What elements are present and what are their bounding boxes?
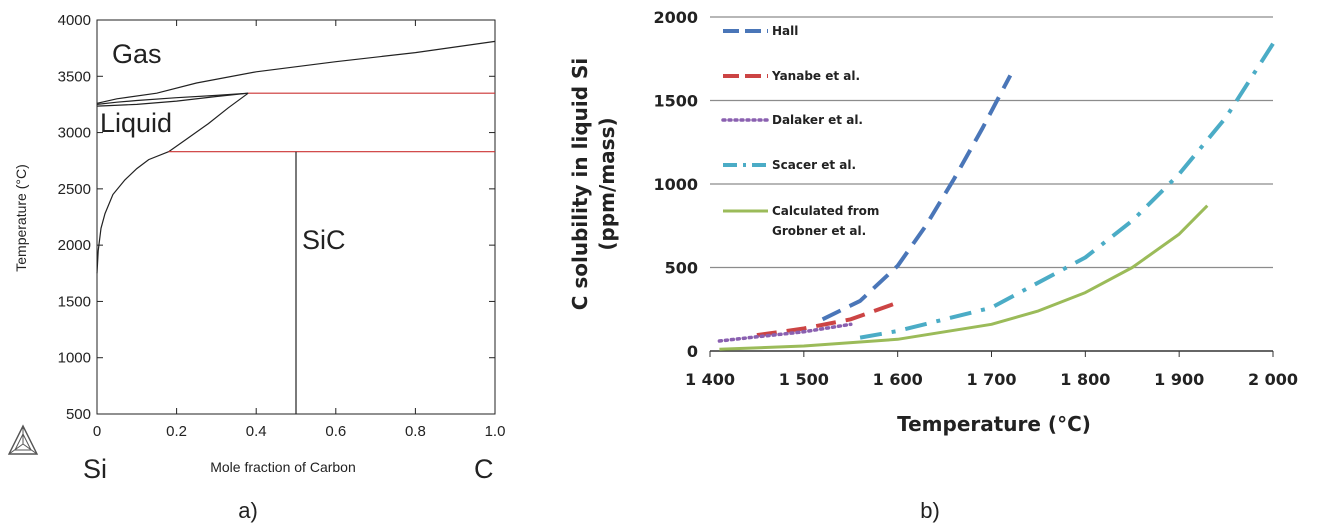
y-axis-label-b-line2: (ppm/mass): [595, 117, 619, 250]
x-tick-label-a: 0.2: [166, 423, 187, 440]
legend-label: Hall: [772, 24, 798, 38]
y-tick-label-a: 2500: [58, 181, 91, 198]
phase-line-gas-liquidus: [96, 40, 496, 104]
y-tick-label-a: 1000: [58, 350, 91, 367]
y-tick-label-a: 2000: [58, 237, 91, 254]
region-label-sic: SiC: [302, 225, 346, 255]
x-tick-label-a: 0.6: [325, 423, 346, 440]
series-line-0: [821, 74, 1013, 322]
series-line-3: [859, 42, 1275, 340]
legend-label: Yanabe et al.: [771, 69, 860, 83]
y-tick-label-a: 1500: [58, 293, 91, 310]
end-label-c: C: [474, 454, 494, 484]
y-tick-label-b: 2000: [653, 8, 698, 27]
series-line-2: [717, 322, 853, 343]
phase-diagram-ticks: 500 1000 1500 2000 2500 3000 3500 4000 0 0.2 0.4 0.…: [58, 12, 506, 440]
legend-label: Grobner et al.: [772, 224, 866, 238]
x-tick-label-a: 0: [93, 423, 101, 440]
phase-line-silicon-liquidus: [96, 151, 169, 274]
phase-line-liquid-lower-boundary: [96, 92, 249, 107]
solubility-gridlines: [710, 16, 1273, 352]
software-logo-icon: [7, 424, 39, 455]
y-tick-label-a: 500: [66, 406, 91, 423]
x-axis-label-b: Temperature (°C): [897, 412, 1091, 436]
x-tick-label-a: 0.8: [405, 423, 426, 440]
y-tick-label-a: 4000: [58, 12, 91, 29]
y-tick-label-a: 3000: [58, 125, 91, 142]
x-tick-label-a: 1.0: [485, 423, 506, 440]
panel-label-a: a): [238, 498, 258, 523]
x-tick-label-b: 2 000: [1248, 370, 1298, 389]
solubility-panel: 0 500 1000 1500 2000 1 400 1 500 1 600 1 700 1 80…: [568, 8, 1298, 523]
phase-line-liquid-to-peritectic: [168, 92, 249, 153]
x-tick-label-b: 1 800: [1060, 370, 1110, 389]
legend-label: Calculated from: [772, 204, 879, 218]
phase-line-gas-upper-boundary: [96, 92, 249, 105]
x-tick-label-b: 1 600: [873, 370, 923, 389]
y-tick-label-b: 1000: [653, 175, 698, 194]
solubility-lines: [717, 42, 1275, 351]
legend-label: Scacer et al.: [772, 158, 856, 172]
y-axis-label-a: Temperature (°C): [13, 164, 29, 272]
phase-diagram-panel: 500 1000 1500 2000 2500 3000 3500 4000 0 0.2 0.4 0.…: [7, 12, 506, 523]
end-label-si: Si: [83, 454, 107, 484]
y-tick-label-b: 500: [665, 259, 698, 278]
series-line-1: [756, 300, 899, 338]
y-tick-label-a: 3500: [58, 68, 91, 85]
legend-label: Dalaker et al.: [772, 113, 863, 127]
solubility-ticks: 0 500 1000 1500 2000 1 400 1 500 1 600 1 700 1 80…: [653, 8, 1298, 389]
x-axis-label-a: Mole fraction of Carbon: [210, 459, 356, 475]
legend: Hall Yanabe et al. Dalaker et al. Scacer et…: [721, 24, 879, 238]
y-tick-label-b: 0: [687, 342, 698, 361]
region-label-liquid: Liquid: [100, 108, 172, 138]
panel-label-b: b): [920, 498, 940, 523]
x-tick-label-a: 0.4: [246, 423, 267, 440]
phase-diagram-lines: [96, 40, 496, 414]
region-label-gas: Gas: [112, 39, 162, 69]
y-tick-label-b: 1500: [653, 92, 698, 111]
x-tick-label-b: 1 700: [966, 370, 1016, 389]
x-tick-label-b: 1 900: [1154, 370, 1204, 389]
x-tick-label-b: 1 400: [685, 370, 735, 389]
x-tick-label-b: 1 500: [779, 370, 829, 389]
y-axis-label-b-line1: C solubility in liquid Si: [568, 58, 592, 311]
series-line-4: [719, 204, 1209, 351]
